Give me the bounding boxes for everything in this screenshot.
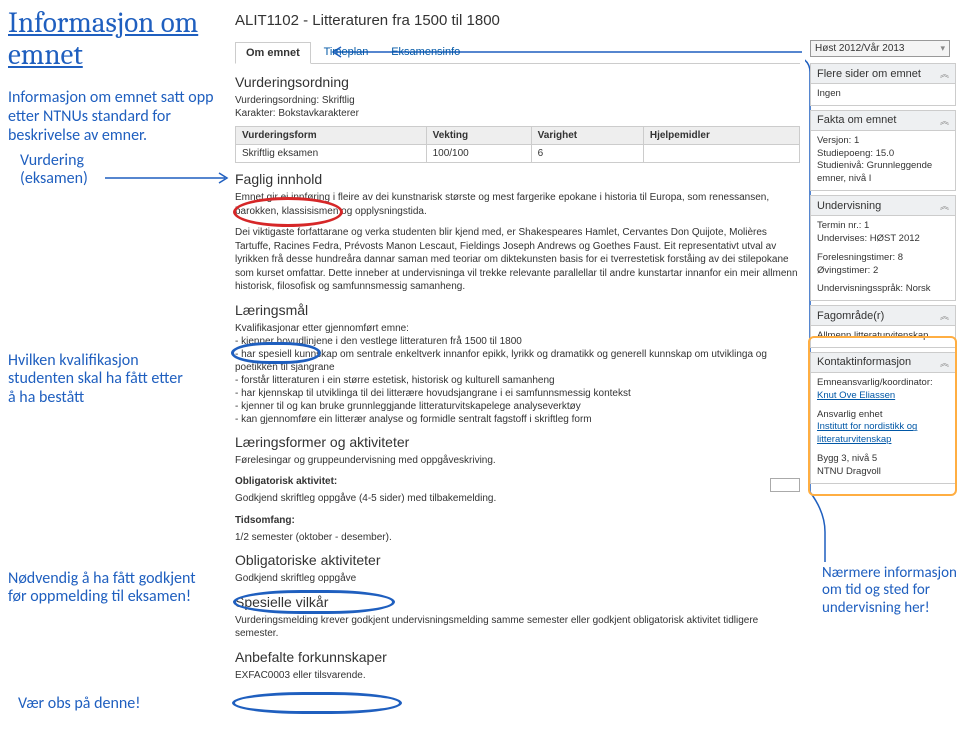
page-title: Informasjon om emnet [8,8,223,72]
box-head[interactable]: Flere sider om emnet ︽ [811,64,955,84]
th-vekting: Vekting [426,127,531,145]
tab-timeplan[interactable]: Timeplan [314,42,379,62]
course-title: ALIT1102 - Litteraturen fra 1500 til 180… [235,12,800,29]
former-p1: Førelesingar og gruppeundervisning med o… [235,454,800,468]
fakta-l2: Studiepoeng: 15.0 [817,148,949,161]
chevron-up-icon: ︽ [940,67,949,80]
laringsmal-b6: - kan gjennomføre ein litterær analyse o… [235,413,800,426]
table-row: Skriftlig eksamen 100/100 6 [236,145,800,163]
tab-eksamensinfo[interactable]: Eksamensinfo [381,42,470,62]
faglig-head: Faglig innhold [235,171,800,187]
fakta-l3: Studienivå: Grunnleggende emner, nivå I [817,160,949,186]
naermere-note: Nærmere informasjon om tid og sted for u… [822,565,957,617]
fakta-l1: Versjon: 1 [817,135,949,148]
laringsmal-b5: - kjenner til og kan bruke grunnleggjand… [235,400,800,413]
tids-head: Tidsomfang: [235,514,800,527]
arrow-icon [105,168,235,188]
table-row: Vurderingsform Vekting Varighet Hjelpemi… [236,127,800,145]
box-head[interactable]: Fagområde(r) ︽ [811,306,955,326]
undervisning-box: Undervisning ︽ Termin nr.: 1 Undervises:… [810,195,956,301]
chevron-up-icon: ︽ [940,114,949,127]
semester-value: Høst 2012/Vår 2013 [815,43,905,54]
small-box-annotation [770,478,800,492]
u-l1: Termin nr.: 1 [817,220,949,233]
td: 100/100 [426,145,531,163]
oblig-p: Godkjend skriftleg oppgåve (4-5 sider) m… [235,492,800,506]
blue-oval-annotation [232,692,402,714]
chevron-down-icon: ▾ [940,43,945,54]
head-label: Flere sider om emnet [817,68,921,80]
th-form: Vurderingsform [236,127,427,145]
flere-sider-box: Flere sider om emnet ︽ Ingen [810,63,956,106]
u-l3: Forelesningstimer: 8 [817,252,949,265]
intro-note: Informasjon om emnet satt opp etter NTNU… [8,88,223,146]
laringsmal-intro: Kvalifikasjonar etter gjennomført emne: [235,322,800,335]
fakta-box: Fakta om emnet ︽ Versjon: 1 Studiepoeng:… [810,110,956,191]
box-body: Ingen [811,84,955,105]
chevron-up-icon: ︽ [940,199,949,212]
head-label: Undervisning [817,200,881,212]
blue-oval-annotation [233,590,395,614]
td: Skriftlig eksamen [236,145,427,163]
tab-om-emnet[interactable]: Om emnet [235,42,311,64]
head-label: Fakta om emnet [817,114,896,126]
assessment-table: Vurderingsform Vekting Varighet Hjelpemi… [235,126,800,163]
box-body: Versjon: 1 Studiepoeng: 15.0 Studienivå:… [811,131,955,190]
th-hjelpemidler: Hjelpemidler [643,127,799,145]
tabs: Om emnet Timeplan Eksamensinfo [235,37,800,64]
u-l4: Øvingstimer: 2 [817,265,949,278]
anbefalte-p: EXFAC0003 eller tilsvarende. [235,669,800,683]
box-head[interactable]: Undervisning ︽ [811,196,955,216]
vurderingsordning-head: Vurderingsordning [235,74,800,90]
red-circle-annotation [233,197,343,227]
spesielle-p: Vurderingsmelding krever godkjent underv… [235,614,800,641]
u-l5: Undervisningsspråk: Norsk [817,283,949,296]
laringsmal-head: Læringsmål [235,302,800,318]
tids-p: 1/2 semester (oktober - desember). [235,531,800,545]
blue-oval-annotation [231,342,321,364]
box-body: Termin nr.: 1 Undervises: HØST 2012 Fore… [811,216,955,300]
box-head[interactable]: Fakta om emnet ︽ [811,111,955,131]
nodvendig-note: Nødvendig å ha fått godkjent før oppmeld… [8,570,213,607]
th-varighet: Varighet [531,127,643,145]
former-head: Læringsformer og aktiviteter [235,434,800,450]
anbefalte-head: Anbefalte forkunnskaper [235,649,800,665]
orange-rect-annotation [808,336,957,496]
vaerobs-note: Vær obs på denne! [18,695,218,713]
faglig-p2: Dei viktigaste forfattarane og verka stu… [235,226,800,294]
obligakt-p: Godkjend skriftleg oppgåve [235,572,800,586]
head-label: Fagområde(r) [817,310,884,322]
annotation-column: Informasjon om emnet Informasjon om emne… [8,8,223,159]
td [643,145,799,163]
laringsmal-b4: - har kjennskap til utviklinga til dei l… [235,387,800,400]
chevron-up-icon: ︽ [940,309,949,322]
laringsmal-b3: - forstår litteraturen i ein større este… [235,374,800,387]
td: 6 [531,145,643,163]
laringsmal-b1: - kjenner hovudlinjene i den vestlege li… [235,335,800,348]
oblig-head: Obligatorisk aktivitet: [235,475,800,488]
semester-select[interactable]: Høst 2012/Vår 2013 ▾ [810,40,950,57]
u-l2: Undervises: HØST 2012 [817,233,949,246]
kvalifikasjon-note: Hvilken kvalifikasjon studenten skal ha … [8,352,193,407]
obligakt-head: Obligatoriske aktiviteter [235,552,800,568]
vurderingsordning-l1: Vurderingsordning: Skriftlig [235,94,800,107]
vurderingsordning-l2: Karakter: Bokstavkarakterer [235,107,800,120]
